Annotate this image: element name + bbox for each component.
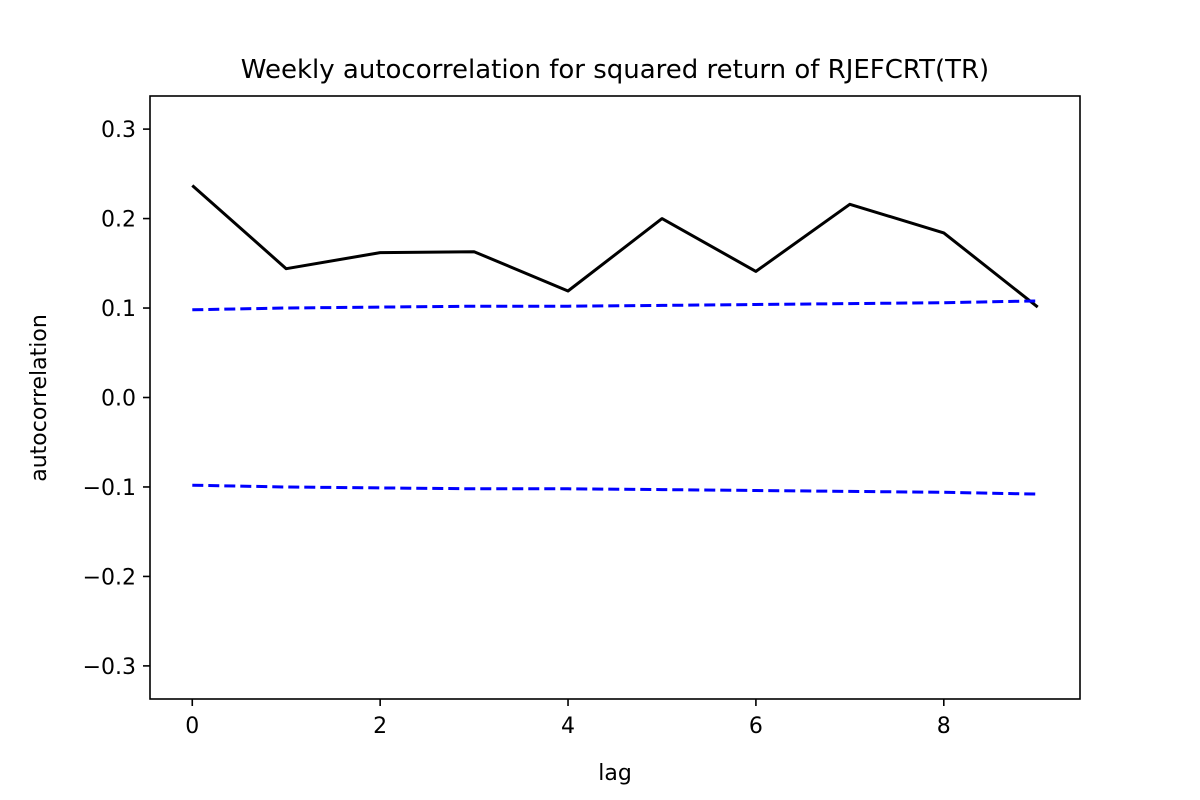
y-tick-label: −0.1 [83,476,136,501]
series-line-0 [191,184,1039,309]
y-tick-label: 0.1 [101,297,136,322]
y-tick-label: 0.0 [101,387,136,412]
x-tick-label: 6 [749,714,763,739]
x-tick-label: 2 [373,714,387,739]
series-layer [191,184,1039,496]
y-axis: −0.3 −0.2 −0.1 0.0 0.1 0.2 0.3 [83,118,150,680]
y-tick-label: −0.2 [83,565,136,590]
x-tick-label: 0 [185,714,199,739]
x-axis-label: lag [598,761,632,786]
y-tick-label: 0.3 [101,118,136,143]
series-line-1 [192,299,1038,312]
y-tick-label: 0.2 [101,208,136,233]
x-tick-label: 4 [561,714,575,739]
series-line-2 [192,483,1038,496]
y-axis-label: autocorrelation [27,314,52,482]
x-tick-label: 8 [937,714,951,739]
y-tick-label: −0.3 [83,655,136,680]
chart-title: Weekly autocorrelation for squared retur… [241,55,989,85]
x-axis: 0 2 4 6 8 [185,699,951,739]
